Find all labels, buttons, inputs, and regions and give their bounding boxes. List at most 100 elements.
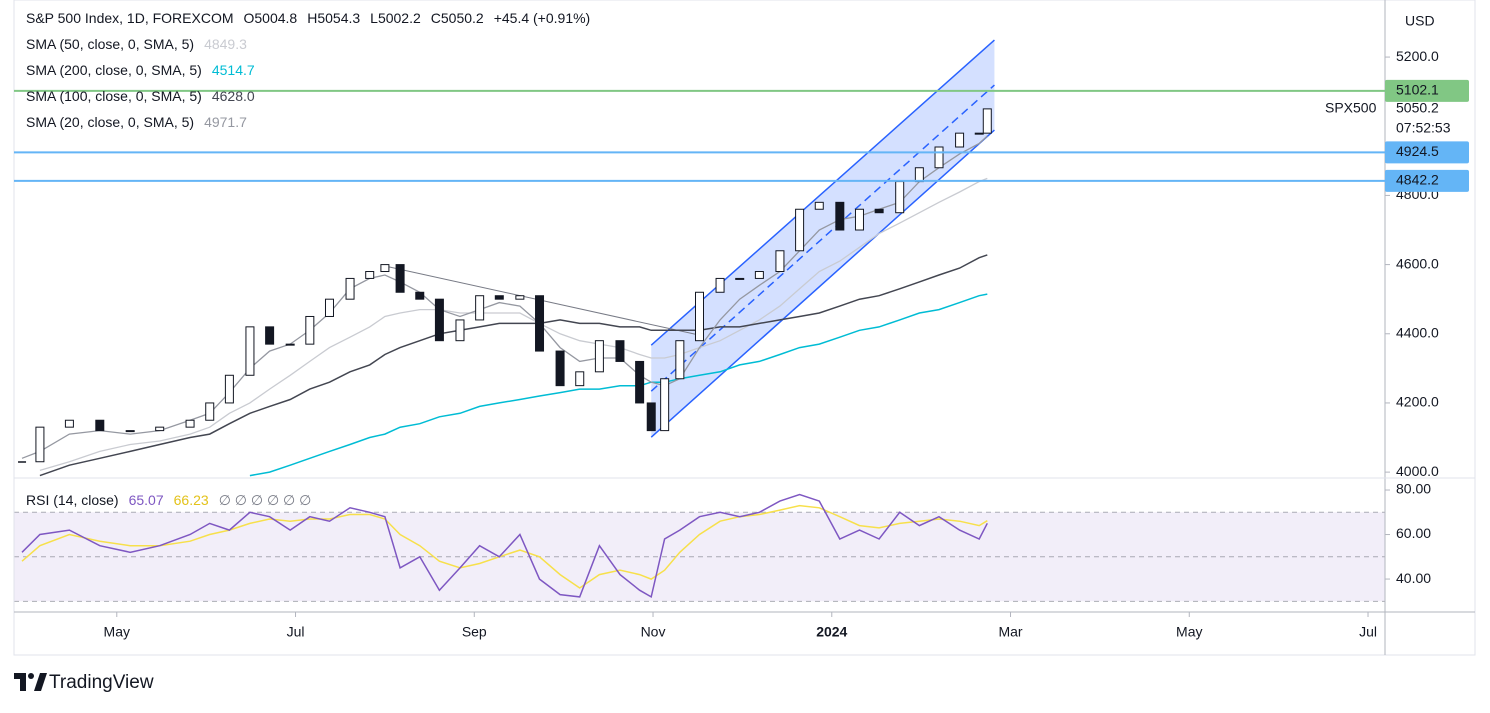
ohlc: O5004.8 (244, 10, 298, 26)
price-channel (651, 40, 995, 438)
level-label: 5102.1 (1396, 82, 1439, 98)
sma-line (39, 254, 988, 477)
level-label: 4924.5 (1396, 143, 1439, 159)
x-tick-label: 2024 (816, 624, 847, 640)
candle (18, 461, 27, 463)
level-label: 4842.2 (1396, 172, 1439, 188)
candle (895, 181, 905, 214)
rsi-title: RSI (14, close) (26, 492, 119, 508)
candle (324, 298, 334, 317)
candle (775, 250, 785, 273)
y-tick-label: 60.00 (1396, 525, 1431, 541)
legend-entry: SMA (50, close, 0, SMA, 5) 4849.3 (26, 36, 247, 52)
candle (455, 319, 465, 342)
legend-value: 4628.0 (212, 88, 255, 104)
x-tick-label: Mar (998, 624, 1022, 640)
frame (13, 0, 1476, 656)
change: +45.4 (+0.91%) (494, 10, 591, 26)
x-tick-label: May (104, 624, 130, 640)
candle (594, 340, 604, 373)
last-price: 5050.2 (1396, 100, 1439, 116)
x-tick-label: Nov (641, 624, 666, 640)
plot-layer (14, 39, 1385, 602)
level-label-box (1385, 169, 1469, 192)
candle (95, 419, 105, 432)
channel-lower (650, 129, 995, 438)
candle (305, 315, 315, 345)
ohlc: C5050.2 (431, 10, 484, 26)
candle (835, 201, 845, 231)
candle (434, 298, 444, 342)
candle (914, 167, 924, 183)
legend-name: SMA (200, close, 0, SMA, 5) (26, 62, 202, 78)
candle (345, 277, 355, 300)
legend-name: SMA (100, close, 0, SMA, 5) (26, 88, 202, 104)
candle (715, 277, 725, 293)
candle (64, 419, 74, 428)
x-tick-label: Jul (1359, 624, 1377, 640)
candle (754, 271, 764, 279)
y-tick-label: 4200.0 (1396, 394, 1439, 410)
candle (365, 271, 375, 279)
rsi-line (21, 493, 988, 599)
y-tick-label: 40.00 (1396, 570, 1431, 586)
candle (285, 343, 295, 346)
candle (415, 291, 425, 300)
candle (125, 430, 135, 433)
candle (185, 419, 195, 428)
sma-line (39, 177, 988, 472)
candle (646, 402, 656, 432)
rsi-legend: RSI (14, close) 65.07 66.23 ∅ ∅ ∅ ∅ ∅ ∅ (26, 492, 311, 508)
brand-name: TradingView (49, 672, 154, 693)
level-label-box (1385, 141, 1469, 164)
candle (735, 277, 745, 280)
tradingview-logo (14, 673, 47, 691)
candle (155, 426, 165, 432)
candle (795, 208, 805, 252)
symbol-name: SPX500 (1325, 100, 1377, 116)
plot-area (14, 39, 1385, 602)
y-tick-label: 4600.0 (1396, 255, 1439, 271)
candle (555, 350, 565, 387)
candle (265, 326, 275, 345)
candle (974, 132, 984, 135)
legend-entry: SMA (100, close, 0, SMA, 5) 4628.0 (26, 88, 255, 104)
candle (494, 295, 504, 300)
legend-value: 4849.3 (204, 36, 247, 52)
candle (982, 108, 992, 134)
x-tick-label: Sep (462, 624, 487, 640)
legend-entry: SMA (20, close, 0, SMA, 5) 4971.7 (26, 114, 247, 130)
candle (615, 340, 625, 362)
candle (515, 295, 525, 300)
channel-mid (650, 84, 995, 392)
candle (854, 208, 864, 231)
y-tick-label: 4400.0 (1396, 324, 1439, 340)
legend-name: SMA (50, close, 0, SMA, 5) (26, 36, 194, 52)
rsi-value: 65.07 (129, 492, 164, 508)
candle (35, 426, 45, 463)
ohlc: L5002.2 (370, 10, 421, 26)
y-tick-label: 4000.0 (1396, 463, 1439, 479)
legend-value: 4514.7 (212, 62, 255, 78)
candle (535, 295, 545, 352)
legend-header: S&P 500 Index, 1D, FOREXCOM O5004.8 H5054.… (26, 10, 590, 26)
candle (224, 374, 234, 404)
candle (955, 132, 965, 148)
legend-entry: SMA (200, close, 0, SMA, 5) 4514.7 (26, 62, 255, 78)
candle (380, 264, 390, 273)
candle (934, 146, 944, 169)
candle (475, 295, 485, 321)
legend-value: 4971.7 (204, 114, 247, 130)
candle (814, 201, 824, 210)
x-tick-label: May (1176, 624, 1202, 640)
rsi-value: 66.23 (174, 492, 209, 508)
x-tick-label: Jul (287, 624, 305, 640)
candle (395, 264, 405, 293)
candle (205, 402, 215, 421)
candle (575, 371, 585, 387)
title: S&P 500 Index, 1D, FOREXCOM (26, 10, 234, 26)
sma-line (249, 293, 988, 477)
candle (245, 326, 255, 376)
